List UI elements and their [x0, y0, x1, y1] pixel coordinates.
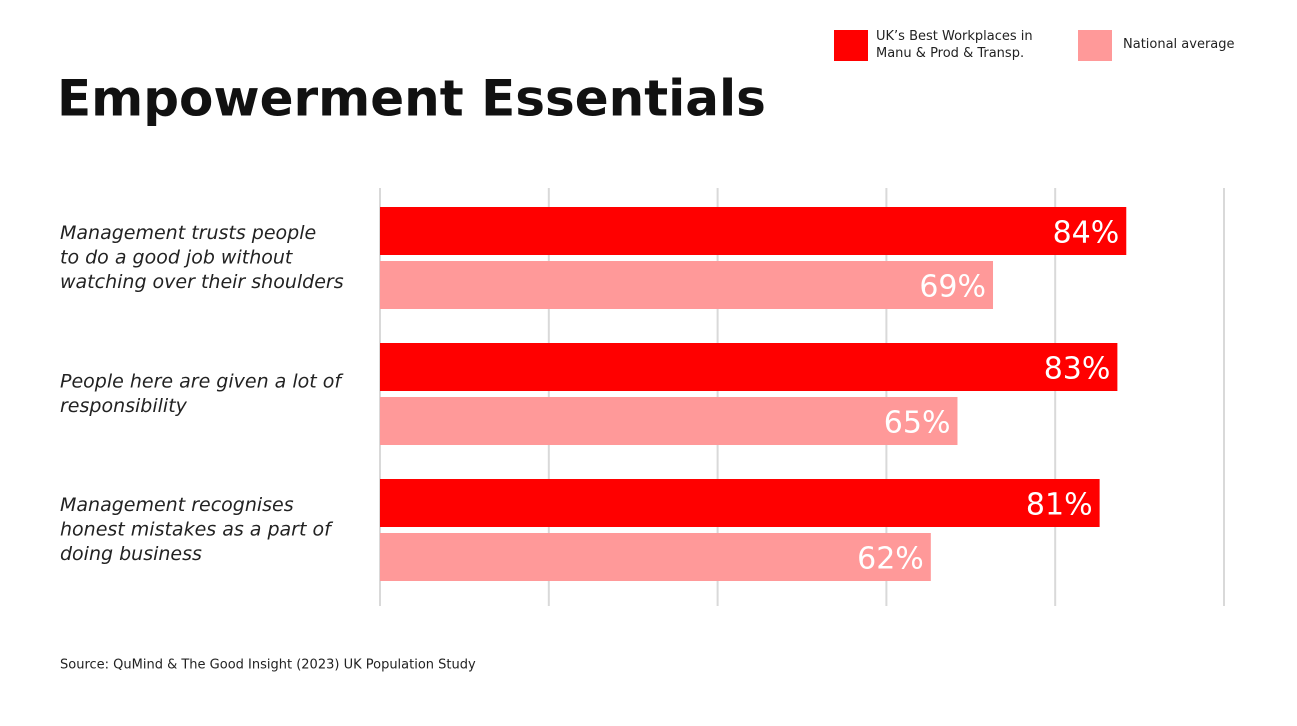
category-label-line: honest mistakes as a part of: [60, 519, 334, 541]
legend-swatch: [1078, 30, 1112, 61]
legend-label: UK’s Best Workplaces in Manu & Prod & Tr…: [876, 29, 1033, 61]
category-label: People here are given a lot of responsibi…: [60, 370, 344, 417]
value-label: 84%: [1053, 216, 1120, 251]
value-label: 65%: [884, 406, 951, 441]
bar: [380, 397, 958, 445]
chart-title: Empowerment Essentials: [57, 70, 766, 128]
bar: [380, 261, 994, 309]
bar: [380, 533, 931, 581]
category-label-line: doing business: [60, 543, 202, 565]
category-label: Management recognises honest mistakes as …: [60, 494, 334, 565]
category-label-line: Management trusts people: [60, 222, 316, 244]
bar: [380, 343, 1118, 391]
value-label: 62%: [857, 542, 924, 577]
category-label-line: responsibility: [60, 395, 188, 417]
value-label: 83%: [1044, 352, 1111, 387]
bar: [380, 207, 1127, 255]
category-label-line: Management recognises: [60, 494, 294, 516]
value-label: 69%: [919, 270, 986, 305]
legend-swatch: [834, 30, 868, 61]
category-label-line: watching over their shoulders: [60, 271, 344, 293]
value-label: 81%: [1026, 488, 1093, 523]
bar: [380, 479, 1100, 527]
category-label: Management trusts people to do a good job…: [60, 222, 344, 293]
category-label-line: People here are given a lot of: [60, 370, 344, 392]
source-note: Source: QuMind & The Good Insight (2023)…: [60, 658, 476, 673]
category-label-line: to do a good job without: [60, 247, 294, 269]
legend-label: National average: [1123, 37, 1235, 52]
